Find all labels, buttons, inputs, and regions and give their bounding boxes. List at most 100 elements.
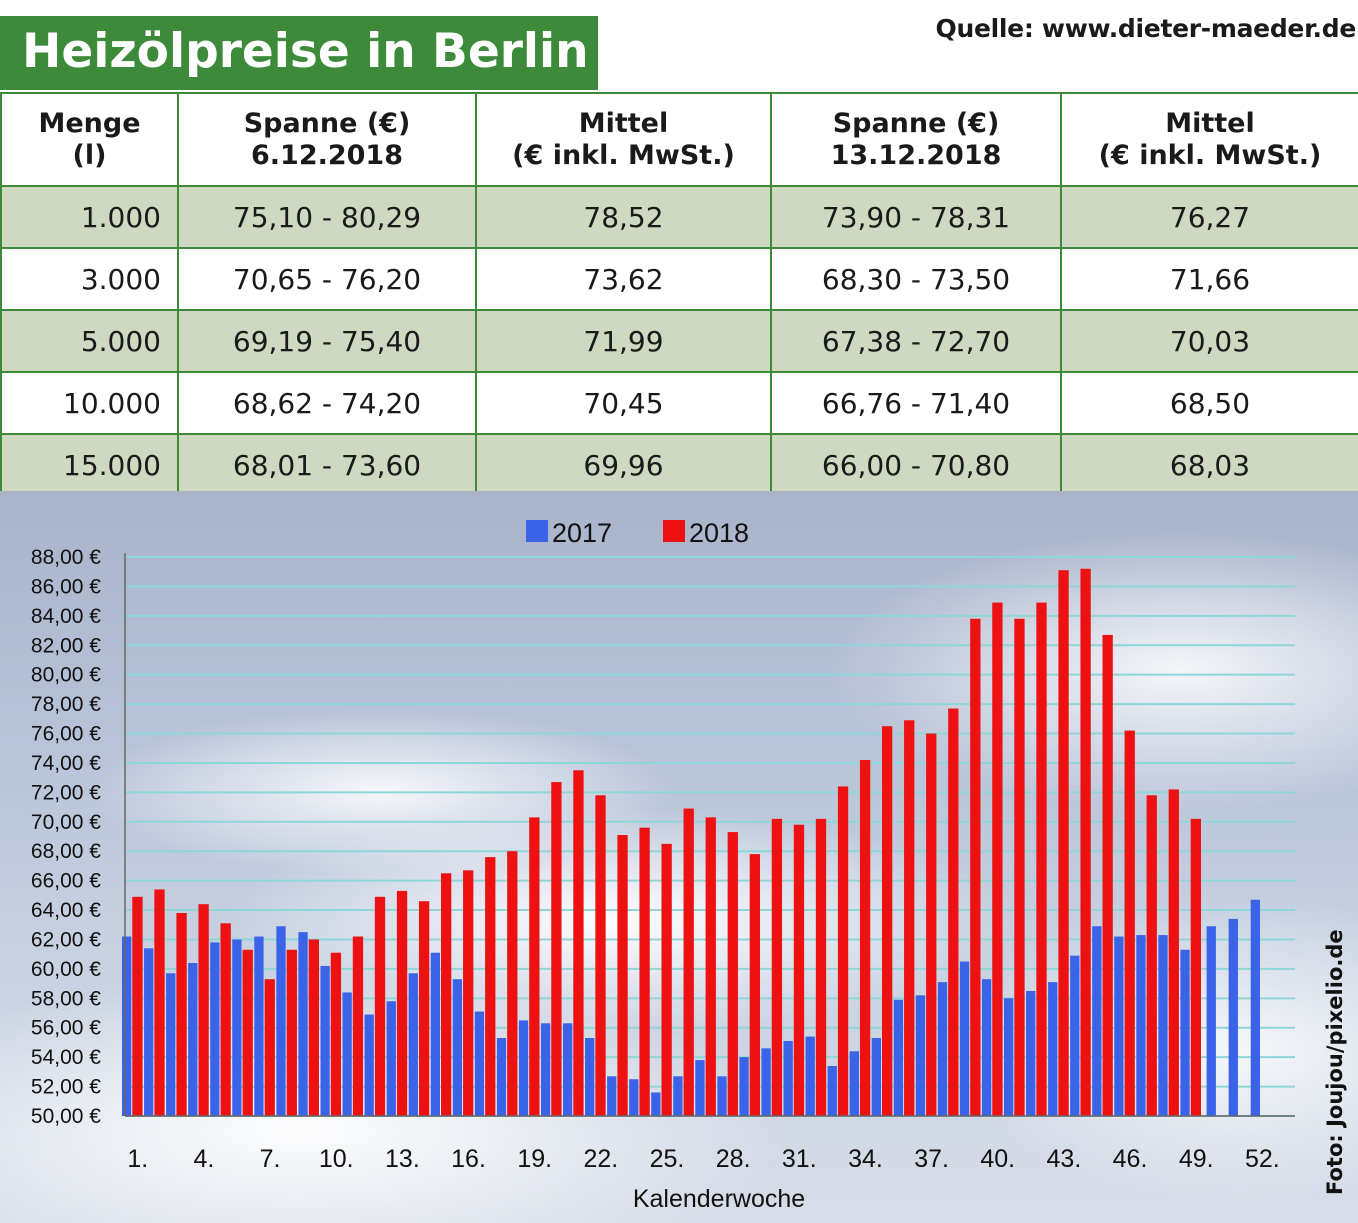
bar-2017	[827, 1065, 837, 1116]
bar-2018	[418, 901, 430, 1116]
cell-mittel-2: 68,50	[1060, 371, 1358, 435]
bar-2017	[144, 948, 154, 1116]
x-tick-label: 46.	[1113, 1145, 1148, 1173]
bar-2018	[617, 835, 628, 1116]
bar-2017	[320, 965, 330, 1116]
bar-2017	[430, 952, 440, 1116]
legend: 2017 2018	[526, 518, 749, 548]
photo-credit: Foto: Joujou/pixelio.de	[1323, 929, 1347, 1195]
header-spanne-1: Spanne (€) 6.12.2018	[177, 92, 477, 187]
x-tick-label: 4.	[194, 1145, 215, 1173]
y-tick-label: 88,00 €	[31, 546, 101, 569]
bar-2017	[695, 1060, 705, 1116]
cell-spanne-2: 66,76 - 71,40	[770, 371, 1062, 435]
bar-2017	[871, 1038, 881, 1116]
y-tick-label: 68,00 €	[31, 840, 101, 863]
y-tick-label: 74,00 €	[31, 752, 101, 775]
bar-2017	[563, 1023, 573, 1116]
bar-2017	[629, 1079, 639, 1116]
bar-2018	[242, 949, 253, 1116]
bar-2018	[1146, 795, 1157, 1116]
x-axis-label: Kalenderwoche	[633, 1185, 805, 1213]
bar-2018	[573, 770, 584, 1116]
bar-2018	[595, 795, 606, 1116]
y-tick-label: 82,00 €	[31, 634, 101, 657]
bar-2017	[188, 963, 198, 1116]
bar-2017	[1026, 990, 1036, 1116]
bar-2018	[176, 912, 187, 1116]
bar-2018	[1124, 730, 1135, 1116]
x-tick-label: 13.	[385, 1145, 420, 1173]
legend-label-2018: 2018	[689, 518, 749, 548]
x-tick-label: 49.	[1179, 1145, 1214, 1173]
y-tick-label: 54,00 €	[31, 1046, 101, 1069]
cell-mittel-1: 71,99	[475, 309, 772, 373]
bar-2017	[386, 1001, 396, 1116]
page-title: Heizölpreise in Berlin	[0, 16, 598, 90]
table-row: 5.000 69,19 - 75,40 71,99 67,38 - 72,70 …	[0, 309, 1358, 373]
bar-2017	[937, 982, 948, 1116]
bar-2018	[507, 851, 518, 1116]
bar-2017	[981, 979, 992, 1116]
y-tick-label: 70,00 €	[31, 811, 101, 834]
cell-mittel-1: 69,96	[475, 433, 772, 497]
bar-2018	[837, 786, 849, 1116]
bar-2018	[683, 808, 694, 1116]
y-tick-label: 64,00 €	[31, 899, 101, 922]
bar-2018	[1058, 570, 1069, 1116]
bar-2018	[749, 854, 760, 1116]
bar-2017	[1004, 998, 1014, 1116]
y-tick-label: 66,00 €	[31, 870, 101, 893]
bar-2018	[1190, 818, 1201, 1116]
chart-panel: 50,00 € 52,00 € 54,00 € 56,00 € 58,00 € 60,00…	[0, 491, 1358, 1223]
cell-mittel-1: 70,45	[475, 371, 772, 435]
y-tick-label: 58,00 €	[31, 987, 101, 1010]
y-tick-label: 60,00 €	[31, 958, 101, 981]
price-chart: 50,00 € 52,00 € 54,00 € 56,00 € 58,00 € 60,00…	[31, 518, 1295, 1213]
bar-2017	[849, 1051, 859, 1116]
bar-2017	[364, 1014, 374, 1116]
cell-spanne-2: 68,30 - 73,50	[770, 247, 1062, 311]
bar-2018	[463, 870, 474, 1116]
y-tick-label: 50,00 €	[31, 1105, 101, 1128]
cell-menge: 3.000	[0, 247, 179, 311]
bar-2017	[717, 1076, 727, 1116]
bar-2017	[1228, 918, 1238, 1116]
bar-2018	[1168, 789, 1179, 1116]
bar-2018	[396, 890, 408, 1116]
y-tick-label: 72,00 €	[31, 781, 101, 804]
x-tick-label: 52.	[1245, 1145, 1280, 1173]
x-tick-label: 43.	[1047, 1145, 1082, 1173]
bars	[122, 568, 1260, 1116]
legend-swatch-2017	[526, 520, 548, 542]
bar-2018	[154, 889, 165, 1116]
bar-2017	[254, 936, 264, 1116]
bar-2017	[805, 1036, 815, 1116]
bar-2017	[408, 973, 418, 1116]
bar-2017	[122, 936, 132, 1116]
bar-2018	[441, 873, 452, 1116]
bar-2017	[1180, 949, 1190, 1116]
bar-2017	[783, 1040, 793, 1116]
y-tick-label: 84,00 €	[31, 605, 101, 628]
bar-2017	[210, 942, 220, 1116]
bar-2018	[286, 949, 297, 1116]
bar-2018	[948, 708, 959, 1116]
bar-2018	[1036, 602, 1047, 1116]
bar-2017	[232, 939, 242, 1116]
bar-2017	[1114, 936, 1124, 1116]
legend-swatch-2018	[663, 520, 685, 542]
bar-2017	[1206, 926, 1216, 1116]
bar-2017	[673, 1076, 683, 1116]
table-row: 3.000 70,65 - 76,20 73,62 68,30 - 73,50 …	[0, 247, 1358, 311]
bar-2018	[926, 733, 937, 1116]
cell-menge: 1.000	[0, 185, 179, 249]
bar-2017	[540, 1023, 551, 1116]
y-tick-label: 86,00 €	[31, 575, 101, 598]
bar-2017	[761, 1048, 771, 1116]
bar-2018	[485, 857, 496, 1116]
bar-2018	[132, 896, 143, 1116]
bar-2017	[166, 973, 176, 1116]
bar-2017	[342, 992, 352, 1116]
bar-2017	[1158, 935, 1168, 1116]
